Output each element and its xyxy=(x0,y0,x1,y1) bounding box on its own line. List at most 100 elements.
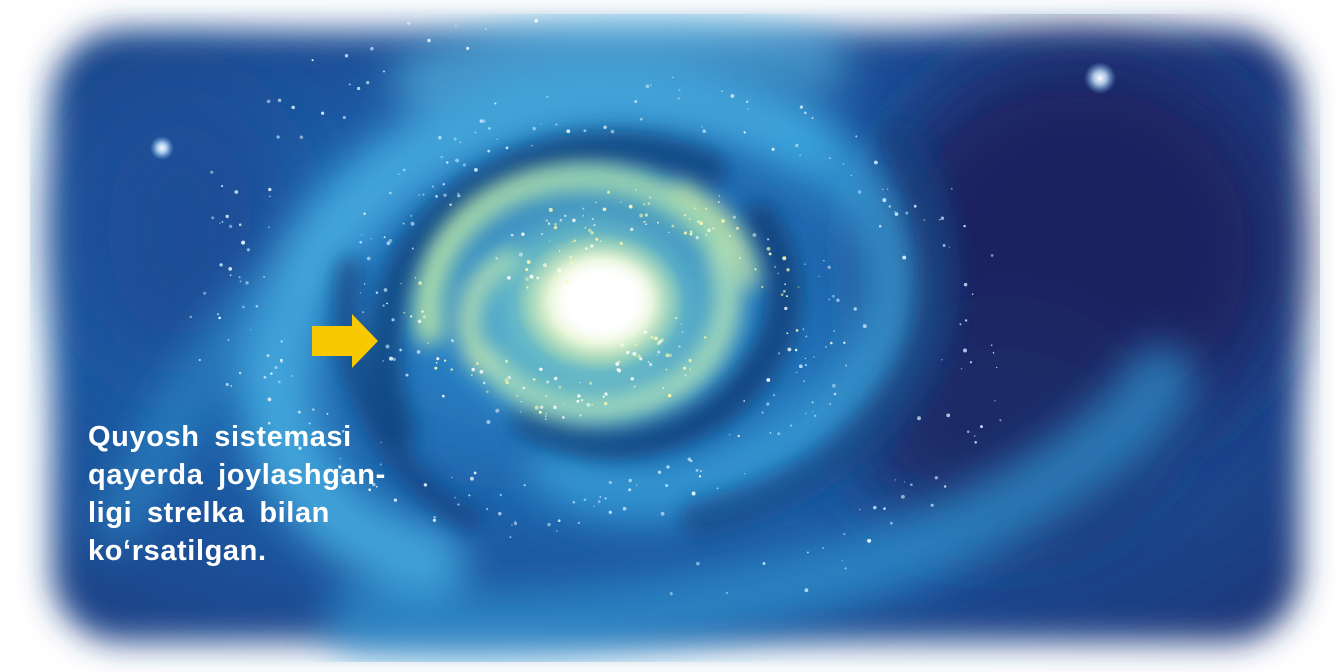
star xyxy=(418,194,420,196)
star xyxy=(242,305,245,309)
star xyxy=(451,339,454,343)
star xyxy=(505,381,509,385)
star xyxy=(913,204,917,208)
star xyxy=(434,366,438,370)
star xyxy=(361,234,363,236)
star xyxy=(399,348,402,352)
star xyxy=(567,287,570,290)
star xyxy=(228,224,233,229)
star xyxy=(752,233,757,237)
star xyxy=(569,260,573,264)
star xyxy=(636,356,638,358)
star xyxy=(427,342,429,344)
star xyxy=(440,155,443,159)
star xyxy=(589,381,593,385)
star xyxy=(418,281,422,285)
star xyxy=(831,383,836,388)
star xyxy=(804,588,809,593)
star xyxy=(565,279,569,283)
star xyxy=(678,89,681,91)
star xyxy=(667,393,672,398)
star xyxy=(579,414,582,417)
star xyxy=(862,324,867,329)
star xyxy=(210,170,214,174)
star xyxy=(695,468,699,472)
star xyxy=(417,319,422,324)
star xyxy=(787,347,792,352)
star xyxy=(298,446,302,450)
star xyxy=(910,483,913,487)
star xyxy=(701,126,703,128)
star xyxy=(650,335,654,340)
star xyxy=(297,410,301,414)
star xyxy=(841,560,843,562)
star xyxy=(189,315,192,319)
star xyxy=(486,390,489,394)
star xyxy=(397,173,400,176)
star xyxy=(268,195,271,198)
star xyxy=(647,361,650,363)
star xyxy=(902,255,907,260)
star xyxy=(246,248,250,252)
star xyxy=(595,237,599,241)
star xyxy=(665,483,669,488)
star xyxy=(643,330,647,334)
star xyxy=(946,413,951,418)
star xyxy=(620,343,625,348)
star xyxy=(495,257,498,260)
star xyxy=(721,219,725,223)
star xyxy=(411,247,414,250)
bright-stars xyxy=(150,14,1320,160)
star xyxy=(794,348,798,352)
star xyxy=(973,435,976,437)
star xyxy=(654,336,658,341)
star xyxy=(526,286,529,289)
star xyxy=(548,207,553,212)
star xyxy=(536,276,540,280)
star xyxy=(795,143,799,148)
star xyxy=(534,18,539,23)
star xyxy=(833,392,837,396)
star xyxy=(576,399,580,403)
star xyxy=(766,378,771,382)
star xyxy=(590,231,594,235)
star xyxy=(602,395,605,398)
star xyxy=(743,131,746,134)
star xyxy=(628,488,632,492)
star xyxy=(843,533,846,536)
star xyxy=(580,398,584,402)
star xyxy=(811,401,814,404)
star xyxy=(608,480,612,485)
star xyxy=(338,465,342,469)
star xyxy=(700,470,702,472)
star xyxy=(545,412,547,415)
star xyxy=(743,400,746,402)
star xyxy=(603,401,608,406)
star xyxy=(414,277,417,279)
star xyxy=(939,218,941,221)
star xyxy=(238,276,241,279)
star xyxy=(728,234,731,237)
star xyxy=(227,339,230,341)
star xyxy=(923,219,926,221)
star xyxy=(219,222,221,224)
star xyxy=(383,288,388,292)
star xyxy=(547,522,551,527)
star xyxy=(630,227,634,232)
star xyxy=(486,507,489,511)
star xyxy=(504,359,509,363)
star xyxy=(607,190,610,194)
star xyxy=(845,364,848,367)
star xyxy=(797,286,800,288)
star xyxy=(990,254,994,257)
star xyxy=(443,193,447,197)
star xyxy=(498,511,502,516)
star xyxy=(798,364,803,369)
star xyxy=(363,212,366,215)
star xyxy=(572,218,576,223)
star xyxy=(409,315,413,318)
star xyxy=(786,268,790,272)
star xyxy=(342,115,347,120)
star xyxy=(513,521,518,526)
star xyxy=(632,351,637,356)
